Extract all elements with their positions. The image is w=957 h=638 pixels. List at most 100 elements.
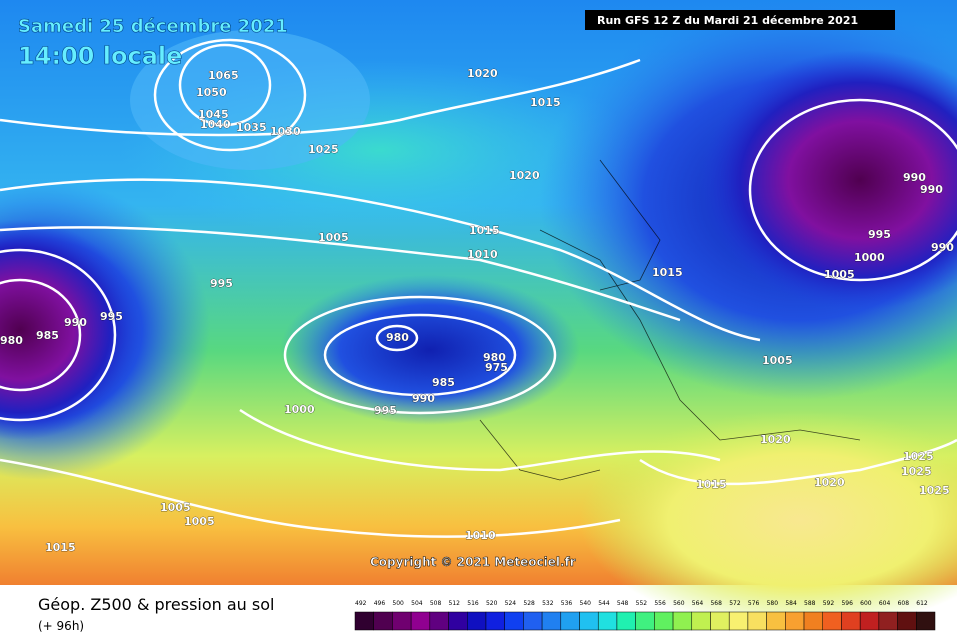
isobar-label: 1010 bbox=[467, 248, 498, 261]
scale-swatch bbox=[897, 611, 917, 631]
isobar-label: 1000 bbox=[284, 403, 315, 416]
isobar-label: 1040 bbox=[200, 118, 231, 131]
scale-swatch bbox=[822, 611, 842, 631]
isobar-label: 1020 bbox=[814, 476, 845, 489]
scale-label: 608 bbox=[898, 600, 910, 607]
scale-swatch bbox=[560, 611, 580, 631]
scale-swatch bbox=[467, 611, 487, 631]
scale-swatch bbox=[597, 611, 618, 631]
run-box bbox=[585, 10, 895, 30]
scale-label: 492 bbox=[355, 600, 367, 607]
scale-label: 572 bbox=[729, 600, 741, 607]
isobar-label: 1020 bbox=[760, 433, 791, 446]
scale-label: 612 bbox=[916, 600, 928, 607]
isobar-label: 995 bbox=[210, 277, 233, 290]
isobar-label: 1015 bbox=[696, 478, 727, 491]
scale-label: 560 bbox=[673, 600, 685, 607]
scale-swatch bbox=[485, 611, 505, 631]
isobar-label: 1015 bbox=[530, 96, 561, 109]
scale-label: 576 bbox=[748, 600, 760, 607]
isobar-label: 980 bbox=[386, 331, 409, 344]
isobar-label: 1025 bbox=[308, 143, 339, 156]
isobar-label: 980 bbox=[0, 334, 23, 347]
isobar-label: 1005 bbox=[160, 501, 191, 514]
isobar-label: 990 bbox=[931, 241, 954, 254]
scale-label: 516 bbox=[467, 600, 479, 607]
scale-label: 508 bbox=[430, 600, 442, 607]
scale-swatch bbox=[878, 611, 898, 631]
scale-swatch bbox=[392, 611, 412, 631]
scale-swatch bbox=[616, 611, 636, 631]
isobar-label: 1020 bbox=[467, 67, 498, 80]
scale-swatch bbox=[579, 611, 599, 631]
scale-label: 500 bbox=[392, 600, 404, 607]
scale-swatch bbox=[354, 611, 374, 631]
isobar-label: 995 bbox=[374, 404, 397, 417]
isobar-label: 990 bbox=[64, 316, 87, 329]
isobar-label: 990 bbox=[412, 392, 435, 405]
scale-swatch bbox=[747, 611, 767, 631]
copyright: Copyright © 2021 Meteociel.fr bbox=[370, 555, 576, 569]
scale-label: 584 bbox=[785, 600, 797, 607]
forecast-lead: (+ 96h) bbox=[38, 619, 84, 633]
isobar-label: 1025 bbox=[901, 465, 932, 478]
color-scale: 492 496 500 504 508 512 516 520 524 528 532 536 540 5… bbox=[354, 600, 936, 631]
scale-label: 496 bbox=[374, 600, 386, 607]
scale-swatch bbox=[672, 611, 693, 631]
map-date: Samedi 25 décembre 2021 bbox=[18, 16, 288, 37]
scale-swatch bbox=[429, 611, 449, 631]
scale-label: 528 bbox=[523, 600, 535, 607]
scale-label: 564 bbox=[692, 600, 704, 607]
scale-label: 544 bbox=[598, 600, 610, 607]
isobar-label: 985 bbox=[432, 376, 455, 389]
scale-label: 512 bbox=[449, 600, 461, 607]
scale-swatch bbox=[691, 611, 711, 631]
isobar-label: 1030 bbox=[270, 125, 301, 138]
scale-label: 536 bbox=[561, 600, 573, 607]
isobar-label: 1010 bbox=[465, 529, 496, 542]
isobar-label: 1015 bbox=[45, 541, 76, 554]
scale-swatch bbox=[841, 611, 861, 631]
scale-swatch bbox=[916, 611, 936, 631]
scale-label: 604 bbox=[879, 600, 891, 607]
scale-swatch bbox=[766, 611, 786, 631]
scale-label: 548 bbox=[617, 600, 629, 607]
scale-swatch bbox=[728, 611, 749, 631]
scale-swatch bbox=[448, 611, 468, 631]
scale-swatch bbox=[373, 611, 393, 631]
scale-label: 580 bbox=[767, 600, 779, 607]
scale-label: 524 bbox=[505, 600, 517, 607]
scale-label: 588 bbox=[804, 600, 816, 607]
isobar-label: 1025 bbox=[903, 450, 934, 463]
scale-swatch bbox=[410, 611, 431, 631]
scale-label: 532 bbox=[542, 600, 554, 607]
scale-label: 568 bbox=[710, 600, 722, 607]
scale-swatch bbox=[504, 611, 524, 631]
isobar-label: 1015 bbox=[652, 266, 683, 279]
isobar-label: 985 bbox=[36, 329, 59, 342]
isobar-label: 990 bbox=[920, 183, 943, 196]
scale-label: 504 bbox=[411, 600, 423, 607]
scale-swatch bbox=[710, 611, 730, 631]
isobar-label: 990 bbox=[903, 171, 926, 184]
scale-swatch bbox=[803, 611, 823, 631]
isobars bbox=[0, 38, 957, 538]
isobar-label: 1005 bbox=[824, 268, 855, 281]
scale-label: 596 bbox=[841, 600, 853, 607]
isobar-label: 1035 bbox=[236, 121, 267, 134]
map-time: 14:00 locale bbox=[18, 42, 182, 70]
isobar-label: 1005 bbox=[184, 515, 215, 528]
scale-label: 600 bbox=[860, 600, 872, 607]
isobar-label: 1015 bbox=[469, 224, 500, 237]
scale-swatch bbox=[541, 611, 562, 631]
scale-swatch bbox=[654, 611, 674, 631]
scale-swatch bbox=[635, 611, 655, 631]
isobar-label: 1045 bbox=[198, 108, 229, 121]
legend-title: Géop. Z500 & pression au sol bbox=[38, 595, 274, 614]
scale-swatch bbox=[523, 611, 543, 631]
run-info: Run GFS 12 Z du Mardi 21 décembre 2021 bbox=[597, 14, 858, 27]
isobar-label: 995 bbox=[868, 228, 891, 241]
isobar-label: 1025 bbox=[919, 484, 950, 497]
